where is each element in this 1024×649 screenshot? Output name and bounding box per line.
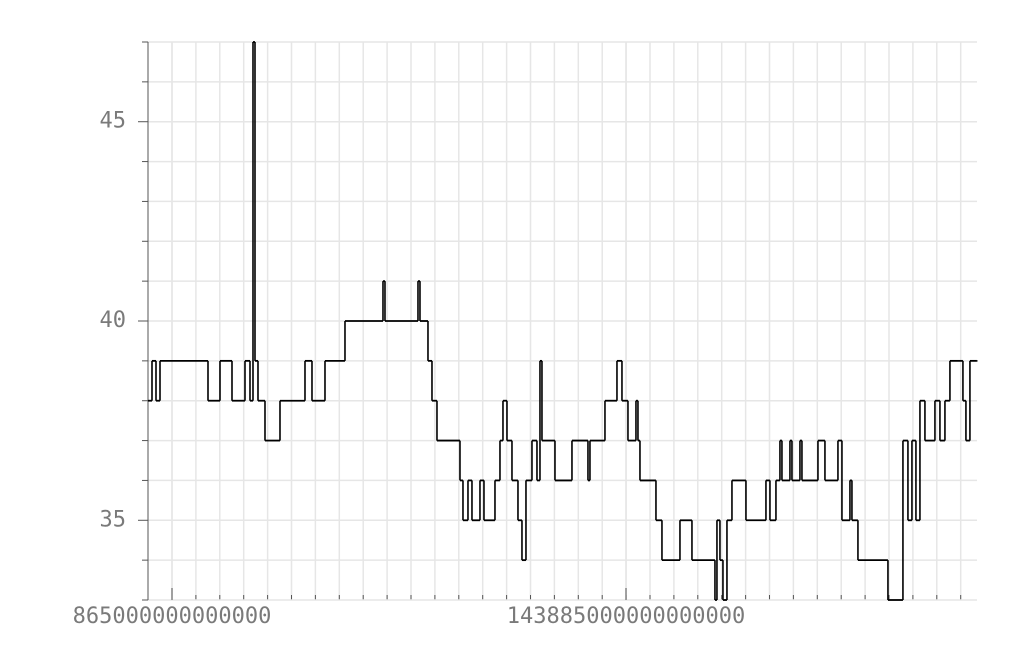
x-tick-label: 143885000000000000 bbox=[507, 604, 745, 629]
y-tick-label: 40 bbox=[100, 308, 127, 333]
x-tick-label: 865000000000000 bbox=[73, 604, 272, 629]
step-riser bbox=[151, 42, 971, 600]
y-tick-label: 35 bbox=[100, 507, 127, 532]
y-tick-label: 45 bbox=[100, 109, 127, 134]
